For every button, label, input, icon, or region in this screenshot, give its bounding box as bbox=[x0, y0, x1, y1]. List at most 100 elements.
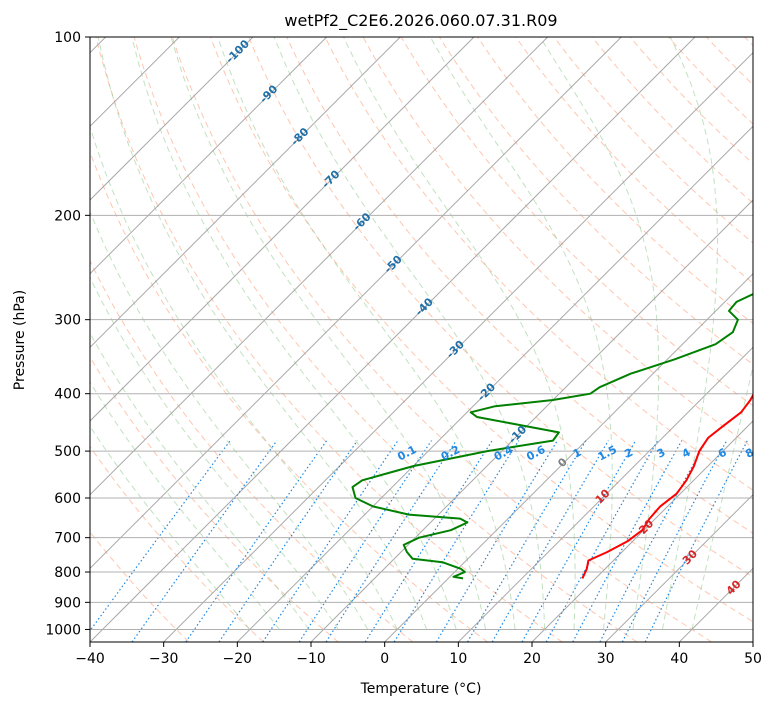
dry-adiabat-line bbox=[171, 37, 712, 642]
isotherm-line bbox=[90, 37, 254, 201]
moist-adiabat-line bbox=[170, 37, 487, 630]
mixing-ratio-line bbox=[491, 440, 609, 642]
isotherm-label: 10 bbox=[593, 486, 613, 506]
dewpoint-profile-line bbox=[351, 293, 753, 580]
moist-adiabat-line bbox=[131, 37, 457, 630]
mixing-ratio-line bbox=[521, 440, 637, 642]
moist-adiabat-line bbox=[691, 363, 753, 630]
moist-adiabat-line bbox=[429, 37, 613, 630]
x-tick-label: −30 bbox=[149, 651, 179, 667]
isotherm-line bbox=[163, 51, 753, 642]
x-tick-label: −10 bbox=[296, 651, 326, 667]
isotherm-line bbox=[310, 199, 753, 642]
y-tick-label: 400 bbox=[54, 387, 81, 403]
y-tick-label: 300 bbox=[54, 313, 81, 329]
plot-frame bbox=[89, 36, 754, 643]
isotherm-line bbox=[90, 37, 549, 496]
mixing-ratio-label: 2 bbox=[622, 446, 635, 461]
mixing-ratio-line bbox=[90, 440, 231, 632]
y-tick-label: 1000 bbox=[45, 622, 81, 638]
chart-title: wetPf2_C2E6.2026.060.07.31.R09 bbox=[284, 11, 557, 31]
y-axis-title: Pressure (hPa) bbox=[12, 290, 28, 390]
moist-adiabat-line bbox=[90, 381, 280, 630]
dry-adiabat-line bbox=[591, 37, 753, 204]
dry-adiabat-line bbox=[95, 37, 563, 642]
dry-adiabat-line bbox=[400, 37, 753, 407]
mixing-ratio-line bbox=[572, 440, 683, 642]
dry-adiabat-line bbox=[744, 37, 753, 47]
mixing-ratio-label: 6 bbox=[716, 446, 729, 461]
moist-adiabat-line bbox=[217, 37, 516, 630]
dry-adiabat-line bbox=[477, 37, 753, 325]
isotherm-line bbox=[384, 272, 753, 642]
isotherm-line bbox=[90, 37, 696, 642]
y-tick-label: 100 bbox=[54, 30, 81, 46]
dry-adiabat-line bbox=[90, 259, 414, 642]
mixing-ratio-label: 8 bbox=[743, 446, 756, 461]
moist-adiabat-line bbox=[90, 125, 398, 630]
isotherm-line bbox=[752, 641, 753, 642]
mixing-ratio-line bbox=[644, 440, 748, 642]
isotherm-line bbox=[90, 37, 622, 570]
mixing-ratio-line bbox=[131, 440, 278, 642]
isotherm-line bbox=[605, 493, 753, 642]
isotherm-line bbox=[90, 37, 401, 349]
mixing-ratio-label: 4 bbox=[680, 446, 693, 461]
isotherm-line bbox=[457, 346, 753, 642]
x-tick-label: 10 bbox=[449, 651, 467, 667]
mixing-ratio-line bbox=[364, 440, 493, 642]
mixing-ratio-label: 0.1 bbox=[395, 443, 418, 464]
y-tick-label: 700 bbox=[54, 531, 81, 547]
dry-adiabat-line bbox=[629, 37, 753, 165]
mixing-ratio-line bbox=[435, 440, 558, 642]
moist-adiabat-line bbox=[90, 425, 251, 630]
moist-adiabat-line bbox=[97, 37, 428, 630]
moist-adiabat-line bbox=[661, 37, 719, 630]
x-tick-label: 50 bbox=[744, 651, 762, 667]
y-tick-label: 500 bbox=[54, 444, 81, 460]
isotherm-line bbox=[90, 37, 328, 275]
x-tick-label: −40 bbox=[75, 651, 105, 667]
mixing-ratio-line bbox=[393, 440, 520, 642]
mixing-ratio-label: 0.2 bbox=[439, 443, 462, 464]
isotherm-line bbox=[531, 420, 753, 642]
y-tick-label: 600 bbox=[54, 491, 81, 507]
dry-adiabat-line bbox=[90, 150, 488, 642]
moist-adiabat-line bbox=[343, 37, 576, 630]
mixing-ratio-line bbox=[185, 440, 328, 642]
mixing-ratio-line bbox=[325, 440, 457, 642]
x-tick-label: 30 bbox=[597, 651, 615, 667]
mixing-ratio-line bbox=[218, 440, 358, 642]
mixing-ratio-label: 1.5 bbox=[596, 443, 619, 464]
y-tick-label: 200 bbox=[54, 208, 81, 224]
y-tick-label: 800 bbox=[54, 565, 81, 581]
moist-adiabat-line bbox=[90, 332, 310, 630]
mixing-ratio-label: 3 bbox=[655, 446, 668, 461]
x-tick-label: 20 bbox=[523, 651, 541, 667]
moist-adiabat-line bbox=[90, 276, 339, 630]
dry-adiabat-line bbox=[90, 531, 190, 642]
dry-adiabat-line bbox=[210, 37, 753, 623]
x-axis-title: Temperature (°C) bbox=[360, 681, 482, 697]
dry-adiabat-line bbox=[90, 356, 339, 642]
mixing-ratio-label: 0.6 bbox=[524, 443, 548, 464]
mixing-ratio-line bbox=[298, 440, 432, 642]
mixing-ratio-label: 0.4 bbox=[492, 443, 516, 464]
dry-adiabat-line bbox=[706, 37, 753, 86]
dry-adiabat-line bbox=[248, 37, 753, 578]
x-tick-label: 0 bbox=[380, 651, 389, 667]
dry-adiabat-line bbox=[553, 37, 753, 244]
mixing-ratio-label: 10 bbox=[760, 444, 775, 463]
x-tick-label: −20 bbox=[223, 651, 253, 667]
dry-adiabat-line bbox=[133, 37, 638, 642]
moist-adiabat-line bbox=[90, 210, 369, 630]
isotherm-line bbox=[236, 125, 753, 642]
mixing-ratio-line bbox=[466, 440, 587, 642]
dry-adiabat-line bbox=[90, 445, 264, 642]
dry-adiabat-line bbox=[324, 37, 753, 491]
moist-adiabat-line bbox=[539, 37, 660, 630]
mixing-ratio-line bbox=[621, 440, 728, 642]
isotherm-line bbox=[90, 37, 475, 422]
